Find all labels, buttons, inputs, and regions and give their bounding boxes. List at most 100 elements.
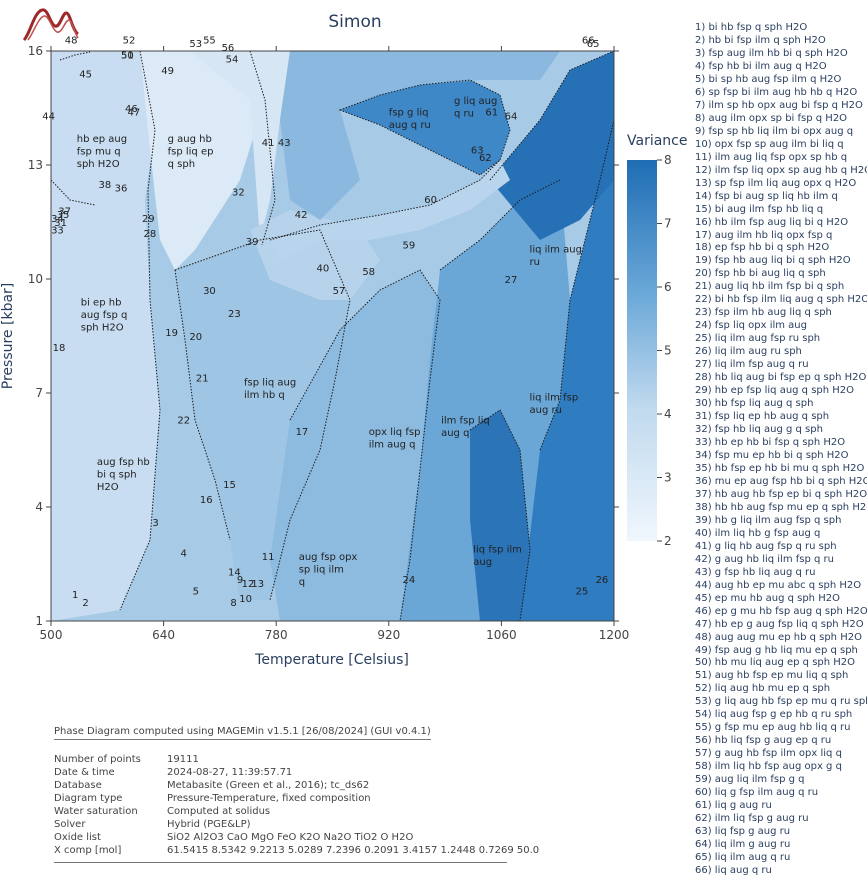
field-number-label[interactable]: 13 — [251, 579, 264, 590]
field-number-label[interactable]: 58 — [362, 267, 375, 278]
field-number-label[interactable]: 56 — [222, 43, 235, 54]
field-number-label[interactable]: 47 — [127, 108, 140, 119]
field-number-label[interactable]: 26 — [596, 575, 609, 586]
field-number-label[interactable]: 65 — [587, 39, 600, 50]
field-number-label[interactable]: 34 — [51, 214, 64, 225]
field-number-label[interactable]: 51 — [121, 51, 134, 62]
field-number-label[interactable]: 36 — [115, 184, 128, 195]
legend-entry: 24) fsp liq opx ilm aug — [695, 320, 807, 332]
field-number-label[interactable]: 49 — [161, 66, 174, 77]
field-number-label[interactable]: 46 — [125, 104, 138, 115]
legend-entry: 20) fsp hb bi aug liq q sph — [695, 268, 826, 280]
field-number-label[interactable]: 21 — [196, 374, 209, 385]
field-number-label[interactable]: 63 — [471, 146, 484, 157]
field-number-label[interactable]: 35 — [57, 210, 70, 221]
y-tick-label: 16 — [28, 44, 43, 58]
field-number-label[interactable]: 45 — [79, 70, 92, 81]
field-number-label[interactable]: 3 — [152, 518, 158, 529]
field-number-label[interactable]: 20 — [189, 332, 202, 343]
field-annotation-line: fsp liq ep — [168, 147, 214, 158]
field-number-label[interactable]: 15 — [223, 480, 236, 491]
field-number-label[interactable]: 38 — [99, 180, 112, 191]
field-number-label[interactable]: 22 — [177, 415, 190, 426]
field-number-label[interactable]: 9 — [237, 575, 243, 586]
field-annotation: aug fsp opx sp liq ilm q — [299, 552, 358, 588]
field-number-label[interactable]: 24 — [403, 575, 416, 586]
field-number-label[interactable]: 59 — [403, 241, 416, 252]
field-number-label[interactable]: 29 — [142, 214, 155, 225]
legend-entry: 45) ep mu hb aug q sph H2O — [695, 592, 840, 604]
info-key: Water saturation — [54, 806, 138, 817]
field-number-label[interactable]: 33 — [51, 225, 64, 236]
field-number-label[interactable]: 14 — [228, 567, 241, 578]
x-tick-label: 500 — [40, 628, 63, 642]
field-number-label[interactable]: 8 — [230, 598, 236, 609]
field-high-pressure-light — [140, 51, 265, 270]
field-annotation-line: sp liq ilm — [299, 565, 344, 576]
field-number-label[interactable]: 11 — [262, 552, 275, 563]
field-annotation-line: q ru — [454, 109, 474, 120]
info-row: X comp [mol] 61.5415 8.5342 9.2213 5.0289… — [54, 845, 539, 858]
field-number-label[interactable]: 10 — [239, 594, 252, 605]
field-number-label[interactable]: 55 — [203, 35, 216, 46]
field-number-label[interactable]: 48 — [65, 35, 78, 46]
info-value: Computed at solidus — [167, 806, 271, 817]
field-number-label[interactable]: 40 — [316, 263, 329, 274]
field-number-label[interactable]: 17 — [296, 427, 309, 438]
legend-entry: 55) g fsp mu ep aug hb liq q ru — [695, 722, 851, 734]
field-number-label[interactable]: 41 — [262, 138, 275, 149]
field-number-label[interactable]: 54 — [226, 54, 239, 65]
field-number-label[interactable]: 25 — [575, 586, 588, 597]
field-number-label[interactable]: 62 — [479, 153, 492, 164]
legend-entry: 49) fsp aug g hb liq mu ep q sph — [695, 644, 858, 656]
field-number-label[interactable]: 61 — [485, 108, 498, 119]
legend-entry: 64) liq ilm g aug ru — [695, 839, 791, 851]
info-key: Diagram type — [54, 793, 123, 804]
field-number-label[interactable]: 39 — [246, 237, 259, 248]
legend-entry: 53) g liq aug hb fsp ep mu q ru sph — [695, 696, 867, 708]
colorbar-ticks: 2 3 4 5 6 7 8 — [657, 153, 672, 548]
field-number-label[interactable]: 12 — [242, 579, 255, 590]
field-number-label[interactable]: 31 — [54, 218, 67, 229]
field-number-label[interactable]: 2 — [82, 598, 88, 609]
field-number-label[interactable]: 43 — [278, 138, 291, 149]
info-row: Oxide list SiO2 Al2O3 CaO MgO FeO K2O Na2… — [54, 832, 539, 845]
field-number-label[interactable]: 16 — [200, 495, 213, 506]
field-number-label[interactable]: 27 — [505, 275, 518, 286]
field-number-label[interactable]: 19 — [165, 328, 178, 339]
legend-entry: 5) bi sp hb aug fsp ilm q H2O — [695, 73, 842, 85]
field-number-label[interactable]: 66 — [582, 35, 595, 46]
legend-entry: 16) hb ilm fsp aug liq bi q H2O — [695, 216, 849, 228]
y-tick-label: 4 — [35, 500, 43, 514]
field-annotation-line: fsp liq aug — [244, 377, 296, 388]
field-number-label[interactable]: 30 — [203, 286, 216, 297]
colorbar-tick-label: 5 — [664, 344, 672, 358]
field-number-label[interactable]: 42 — [295, 210, 308, 221]
field-number-label[interactable]: 44 — [42, 111, 55, 122]
field-number-label[interactable]: 50 — [121, 51, 134, 62]
field-annotation-line: sph H2O — [81, 323, 124, 334]
field-number-label[interactable]: 57 — [333, 286, 346, 297]
field-number-label[interactable]: 52 — [123, 35, 136, 46]
field-annotation-line: liq fsp ilm — [473, 545, 522, 556]
chart-title: Simon — [328, 12, 382, 32]
y-tick-label: 13 — [28, 158, 43, 172]
field-number-label[interactable]: 5 — [193, 586, 199, 597]
field-number-label[interactable]: 60 — [424, 195, 437, 206]
y-axis-ticks: 1 4 7 10 13 16 — [28, 44, 51, 628]
field-number-label[interactable]: 23 — [228, 309, 241, 320]
field-number-label[interactable]: 28 — [144, 229, 157, 240]
field-number-label[interactable]: 18 — [53, 343, 66, 354]
field-number-label[interactable]: 1 — [72, 590, 78, 601]
legend-entry: 19) fsp hb aug liq bi q sph H2O — [695, 255, 851, 267]
field-number-label[interactable]: 53 — [189, 39, 202, 50]
field-number-label[interactable]: 4 — [181, 548, 187, 559]
info-row: Number of points 19111 — [54, 754, 539, 767]
field-number-label[interactable]: 64 — [505, 111, 518, 122]
legend-entry: 22) bi hb fsp ilm liq aug q sph H2O — [695, 294, 867, 306]
x-tick-label: 640 — [152, 628, 175, 642]
field-number-label[interactable]: 32 — [232, 187, 245, 198]
field-number-label[interactable]: 37 — [58, 206, 71, 217]
legend-entry: 4) fsp hb bi ilm aug q H2O — [695, 60, 827, 72]
